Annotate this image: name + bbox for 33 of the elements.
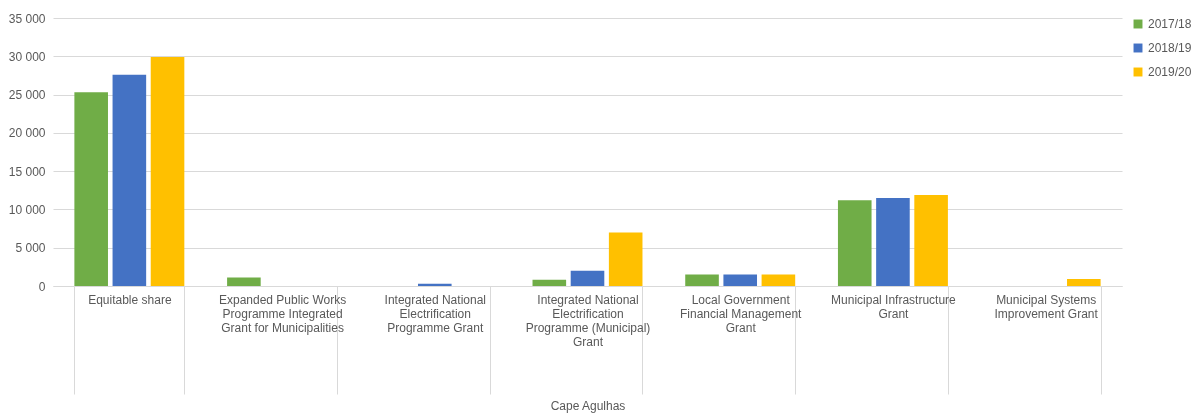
bar [685,274,719,286]
y-tick-label: 10 000 [8,202,46,217]
x-tick-label: Integrated National Electrification Programme (Municipal) Grant [525,292,651,349]
y-tick-label: 20 000 [8,126,46,141]
bar [227,277,261,286]
x-tick-label: Municipal Systems Improvement Grant [994,292,1099,321]
bar [570,270,605,286]
bar [150,57,185,286]
x-axis-title: Cape Agulhas [550,399,626,413]
bar [837,200,872,286]
legend-label: 2017/18 [1148,17,1192,31]
legend-label: 2018/19 [1148,41,1192,55]
y-tick-label: 25 000 [8,88,46,103]
bar [1067,279,1101,286]
bar [914,194,948,286]
x-tick-label: Local Government Financial Management Grant [680,292,803,335]
x-tick-label: Municipal Infrastructure Grant [831,292,957,321]
bar [112,74,147,286]
bar [74,92,108,286]
y-tick-label: 5 000 [15,241,46,256]
y-tick-label: 35 000 [8,11,46,26]
x-tick-label: Integrated National Electrification Programme Grant [384,292,486,335]
legend-label: 2019/20 [1148,65,1192,79]
bar [608,232,643,286]
bar [876,197,910,286]
bar [761,274,796,286]
bar [532,279,567,286]
bar [723,274,758,286]
y-tick-label: 15 000 [8,164,46,179]
y-tick-label: 0 [38,279,46,294]
x-tick-label: Expanded Public Works Programme Integrated Grant for Municipalities [218,292,347,335]
x-tick-label: Equitable share [88,292,172,307]
y-tick-label: 30 000 [8,49,46,64]
